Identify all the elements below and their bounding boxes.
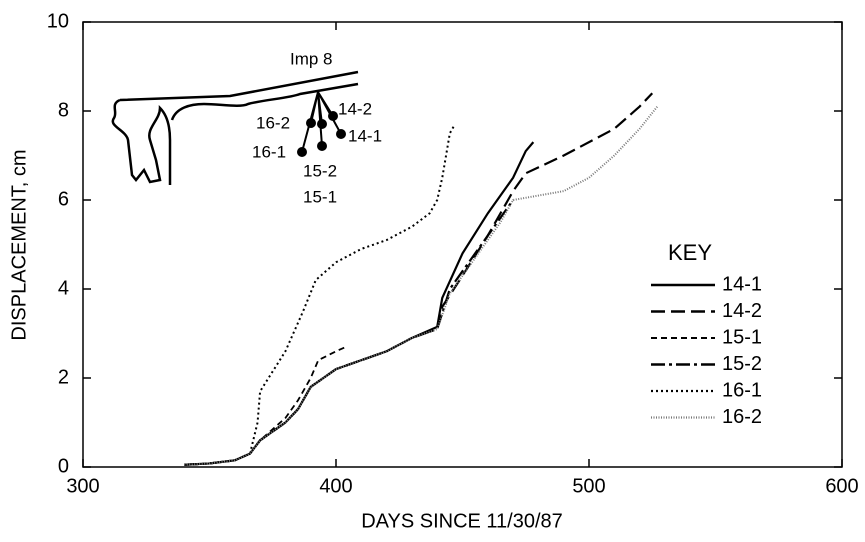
legend-label: 16-2: [722, 406, 762, 428]
x-tick-label: 400: [319, 475, 352, 497]
plot-frame: [82, 21, 843, 468]
annotation: 15-2: [303, 161, 337, 180]
x-axis-label: DAYS SINCE 11/30/87: [361, 510, 563, 532]
y-tick-label: 10: [47, 10, 69, 32]
annotation: 16-2: [256, 113, 290, 132]
inset-map: [111, 70, 359, 185]
data-line: [249, 123, 456, 454]
legend-label: 15-1: [722, 326, 762, 348]
data-line: [184, 141, 535, 466]
annotation: 16-1: [252, 142, 286, 161]
legend-label: 15-2: [722, 353, 762, 375]
y-tick-label: 2: [58, 366, 69, 388]
x-tick-label: 300: [66, 475, 99, 497]
legend-label: 16-1: [722, 379, 762, 401]
data-line: [249, 346, 347, 455]
legend-label: 14-1: [722, 273, 762, 295]
y-tick-label: 0: [58, 455, 69, 477]
y-tick-label: 4: [58, 277, 69, 299]
legend-label: 14-2: [722, 300, 762, 322]
x-tick-label: 500: [572, 475, 605, 497]
annotation: 15-1: [303, 187, 337, 206]
data-line: [184, 199, 514, 466]
x-tick-label: 600: [825, 475, 858, 497]
annotation: 14-2: [338, 99, 372, 118]
annotation: Imp 8: [290, 49, 333, 68]
data-line: [184, 105, 659, 466]
y-tick-label: 6: [58, 188, 69, 210]
legend-title: KEY: [668, 240, 712, 265]
annotation: 14-1: [348, 126, 382, 145]
y-axis-label: DISPLACEMENT, cm: [8, 149, 30, 340]
y-tick-label: 8: [58, 99, 69, 121]
